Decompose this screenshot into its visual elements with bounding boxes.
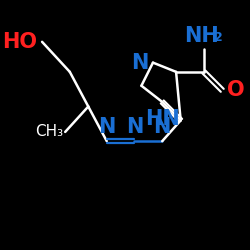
Text: N: N [126,116,143,136]
Text: 2: 2 [214,31,223,44]
Text: HO: HO [2,32,37,52]
Text: HN: HN [145,109,180,129]
Text: N: N [98,116,116,136]
Text: CH₃: CH₃ [35,124,63,140]
Text: NH: NH [184,26,219,46]
Text: O: O [227,80,244,100]
Text: N: N [131,52,148,72]
Text: N: N [154,116,171,136]
